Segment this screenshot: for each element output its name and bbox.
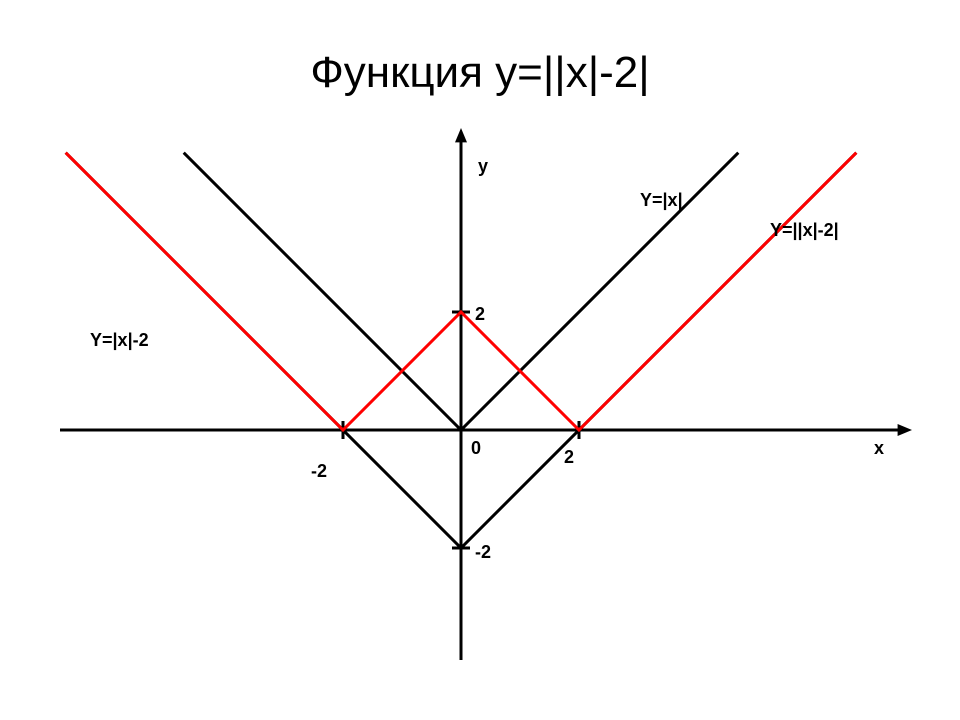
y-axis-arrow [455,128,467,142]
ytick-pos2-label: 2 [475,304,485,324]
axes [60,128,912,660]
xtick-pos2-label: 2 [564,447,574,467]
series-label-Y=|x|: Y=|x| [640,190,683,210]
origin-label: 0 [471,438,481,458]
series-label-Y=||x|-2|: Y=||x|-2| [770,220,839,240]
series-label-Y=|x|-2: Y=|x|-2 [90,330,149,350]
function-plot: 0 x y -2 2 2 -2 Y=|x| Y=|x|-2 Y=||x|-2| [0,120,960,720]
x-axis-label: x [874,438,884,458]
y-axis-label: y [478,156,488,176]
page-title: Функция y=||x|-2| [0,0,960,98]
xtick-neg2-label: -2 [311,461,327,481]
x-axis-arrow [898,424,912,436]
ytick-neg2-label: -2 [475,542,491,562]
